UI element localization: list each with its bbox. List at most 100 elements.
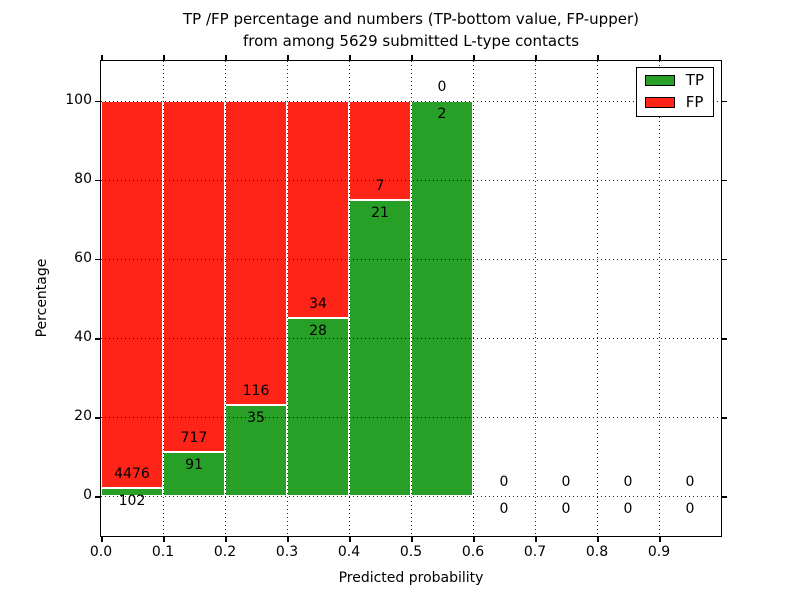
fp-value-label: 0 <box>685 474 695 491</box>
fp-value-label: 0 <box>561 474 571 491</box>
y-tick-mark-right <box>721 338 727 340</box>
fp-value-label: 0 <box>437 78 447 95</box>
y-tick-label: 0 <box>83 487 92 504</box>
tp-value-label: 0 <box>623 501 633 518</box>
x-tick-mark <box>349 536 351 542</box>
x-tick-mark-top <box>101 55 103 61</box>
fp-value-label: 7 <box>375 177 385 194</box>
y-tick-mark-right <box>721 417 727 419</box>
horizontal-gridline <box>101 179 721 181</box>
vertical-gridline <box>225 61 226 536</box>
tp-value-label: 91 <box>185 456 203 473</box>
fp-bar-segment <box>225 100 287 405</box>
fp-color-swatch <box>644 97 675 108</box>
horizontal-gridline <box>101 417 721 419</box>
chart-title: TP /FP percentage and numbers (TP-bottom… <box>100 8 722 52</box>
y-tick-label: 40 <box>74 329 92 346</box>
chart-title-line1: TP /FP percentage and numbers (TP-bottom… <box>183 10 639 28</box>
horizontal-gridline <box>101 258 721 260</box>
x-tick-label: 0.8 <box>585 544 609 560</box>
vertical-gridline <box>535 61 536 536</box>
y-tick-mark <box>95 179 101 182</box>
tp-bar-segment <box>411 100 473 497</box>
y-tick-mark-right <box>721 100 727 103</box>
vertical-gridline <box>287 61 288 536</box>
tp-value-label: 2 <box>437 105 447 122</box>
x-tick-mark <box>473 536 475 542</box>
x-tick-mark <box>411 536 413 542</box>
x-tick-mark <box>163 536 165 542</box>
y-tick-mark <box>95 258 101 261</box>
y-axis-label: Percentage <box>34 258 50 338</box>
vertical-gridline <box>411 61 412 536</box>
fp-bar-segment <box>163 100 225 452</box>
x-tick-mark-top <box>225 55 227 61</box>
x-tick-label: 0.5 <box>399 544 423 560</box>
x-tick-label: 0.3 <box>275 544 299 560</box>
horizontal-gridline <box>101 496 721 498</box>
vertical-gridline <box>349 61 350 536</box>
x-tick-label: 0.2 <box>213 544 237 560</box>
fp-value-label: 34 <box>309 295 327 312</box>
x-tick-mark-top <box>411 55 413 61</box>
vertical-gridline <box>473 61 474 536</box>
x-tick-mark-top <box>287 55 289 61</box>
y-tick-label: 80 <box>74 170 92 187</box>
plot-area: TP FP 0.0 0.1 0.2 0.3 0.4 0.5 0.6 0.7 0.8 0.9 0 20 4… <box>65 55 727 560</box>
y-tick-mark-right <box>721 496 727 498</box>
tp-value-label: 0 <box>499 501 509 518</box>
legend-item-tp: TP <box>644 71 704 89</box>
x-tick-mark <box>597 536 599 542</box>
x-tick-label: 0.0 <box>89 544 113 560</box>
y-tick-mark <box>95 338 101 340</box>
x-axis-label: Predicted probability <box>338 570 484 586</box>
vertical-gridline <box>659 61 660 536</box>
legend-label-tp: TP <box>685 71 704 89</box>
x-tick-label: 0.6 <box>461 544 485 560</box>
tp-value-label: 35 <box>247 409 265 426</box>
fp-bar-segment <box>287 100 349 318</box>
tp-value-label: 0 <box>685 501 695 518</box>
vertical-gridline <box>163 61 164 536</box>
fp-value-label: 4476 <box>114 465 150 482</box>
x-tick-mark-top <box>659 55 661 61</box>
x-tick-label: 0.7 <box>523 544 547 560</box>
vertical-gridline <box>597 61 598 536</box>
y-tick-label: 20 <box>74 408 92 425</box>
legend-item-fp: FP <box>644 93 704 111</box>
x-tick-mark-top <box>163 55 165 61</box>
tp-bar-segment <box>101 487 163 497</box>
x-tick-mark-top <box>473 55 475 61</box>
tp-value-label: 0 <box>561 501 571 518</box>
tp-value-label: 21 <box>371 204 389 221</box>
x-tick-mark-top <box>349 55 351 61</box>
x-tick-mark <box>101 536 103 542</box>
tp-color-swatch <box>644 75 675 86</box>
x-tick-mark <box>225 536 227 542</box>
y-tick-mark <box>95 100 101 103</box>
y-tick-mark <box>95 417 101 419</box>
legend: TP FP <box>635 67 714 117</box>
fp-bar-segment <box>101 100 163 488</box>
y-tick-label: 60 <box>74 250 92 267</box>
y-tick-mark <box>95 496 101 498</box>
tp-bar-segment <box>287 317 349 497</box>
fp-value-label: 116 <box>242 382 270 399</box>
chart-title-line2: from among 5629 submitted L-type contact… <box>242 32 580 50</box>
x-tick-mark <box>287 536 289 542</box>
legend-label-fp: FP <box>685 93 704 111</box>
tp-value-label: 28 <box>309 322 327 339</box>
x-tick-mark <box>659 536 661 542</box>
x-tick-mark-top <box>535 55 537 61</box>
tp-bar-segment <box>349 199 411 497</box>
y-tick-mark-right <box>721 258 727 261</box>
tp-value-label: 102 <box>118 492 146 509</box>
x-tick-label: 0.4 <box>337 544 361 560</box>
horizontal-gridline <box>101 100 721 102</box>
fp-value-label: 717 <box>180 429 208 446</box>
tp-bar-segment <box>163 451 225 497</box>
x-tick-label: 0.1 <box>151 544 175 560</box>
y-tick-label: 100 <box>65 91 92 108</box>
x-tick-label: 0.9 <box>647 544 671 560</box>
